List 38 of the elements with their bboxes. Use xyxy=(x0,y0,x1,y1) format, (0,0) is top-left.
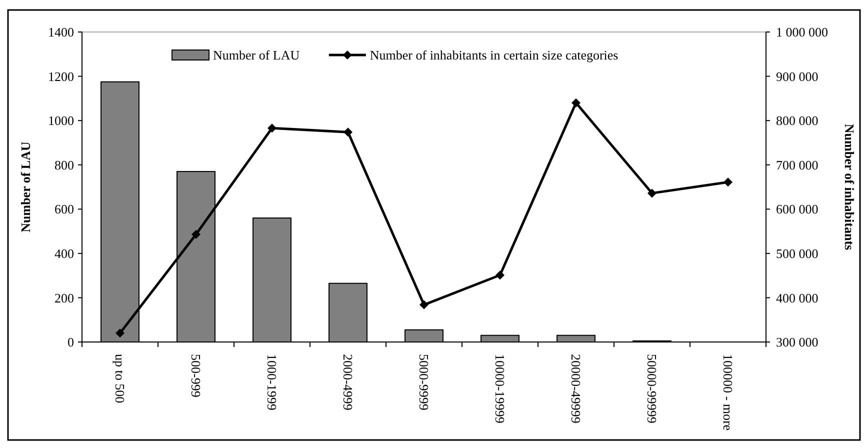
y2-tick-label: 800 000 xyxy=(776,113,818,128)
y2-axis-title: Number of inhabitants xyxy=(842,124,857,250)
point xyxy=(648,188,656,198)
point xyxy=(496,270,504,280)
y2-tick-label: 500 000 xyxy=(776,246,818,261)
x-tick-label: 10000-19999 xyxy=(492,354,508,424)
point xyxy=(116,328,124,338)
point xyxy=(572,98,580,108)
y-tick-label: 600 xyxy=(54,202,74,217)
y-tick-label: 800 xyxy=(54,157,74,172)
y-tick-label: 200 xyxy=(54,290,74,306)
legend-label: Number of inhabitants in certain size categories xyxy=(370,48,618,63)
y-tick-label: 1400 xyxy=(48,24,74,40)
y-tick-label: 0 xyxy=(68,334,74,350)
point xyxy=(724,178,732,187)
y2-tick-label: 600 000 xyxy=(776,202,818,217)
y2-tick-label: 300 000 xyxy=(776,334,818,350)
x-tick-label: 20000-49999 xyxy=(568,354,584,424)
y-tick-label: 1000 xyxy=(48,113,74,128)
x-tick-label: 5000-9999 xyxy=(416,354,432,410)
x-tick-label: 500-999 xyxy=(188,354,204,398)
legend-label: Number of LAU xyxy=(213,48,300,63)
point xyxy=(344,128,352,137)
point xyxy=(420,300,428,310)
y2-tick-label: 900 000 xyxy=(776,68,818,84)
x-tick-label: 1000-1999 xyxy=(264,354,280,410)
x-tick-label: 2000-4999 xyxy=(340,354,356,410)
y2-tick-label: 1 000 000 xyxy=(776,24,828,40)
point xyxy=(268,124,276,133)
point xyxy=(192,230,200,239)
y2-tick-label: 400 000 xyxy=(776,290,818,306)
x-tick-label: 50000-99999 xyxy=(644,354,660,424)
y-tick-label: 1200 xyxy=(48,68,74,84)
x-tick-label: 100000 - more xyxy=(720,354,736,431)
x-tick-label: up to 500 xyxy=(112,354,128,404)
y2-tick-label: 700 000 xyxy=(776,157,818,172)
y-axis-title: Number of LAU xyxy=(18,141,33,232)
y-tick-label: 400 xyxy=(54,246,74,261)
